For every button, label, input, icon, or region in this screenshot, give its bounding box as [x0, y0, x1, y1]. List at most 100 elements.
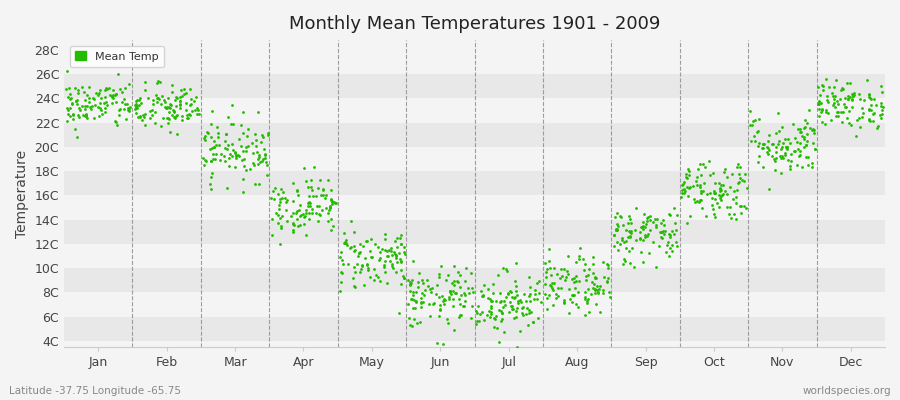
Point [312, 211, 327, 217]
Point [487, 324, 501, 330]
Point [770, 144, 784, 150]
Point [571, 304, 585, 310]
Point [569, 301, 583, 307]
Point [106, 86, 121, 93]
Point [580, 272, 595, 278]
Point [118, 84, 132, 91]
Point [791, 126, 806, 132]
Point [320, 210, 335, 216]
Point [172, 98, 186, 104]
Point [260, 162, 274, 168]
Point [112, 106, 126, 113]
Point [526, 319, 540, 326]
Point [798, 116, 813, 123]
Point [325, 200, 339, 207]
Point [130, 110, 144, 116]
Point [316, 186, 330, 192]
Point [802, 107, 816, 113]
Point [716, 191, 730, 197]
Point [562, 286, 576, 292]
Point [65, 101, 79, 108]
Point [621, 234, 635, 241]
Point [70, 133, 85, 140]
Point [292, 207, 306, 214]
Point [829, 113, 843, 120]
Point [538, 269, 553, 276]
Point [861, 106, 876, 113]
Point [667, 231, 681, 238]
Point [715, 191, 729, 198]
Point [381, 252, 395, 259]
Point [720, 173, 734, 180]
Point [820, 93, 834, 99]
Point [60, 118, 75, 125]
Point [708, 189, 723, 196]
Point [286, 220, 301, 227]
Point [344, 218, 358, 224]
Point [491, 272, 506, 278]
Point [572, 277, 587, 284]
Point [91, 104, 105, 110]
Point [480, 312, 494, 318]
Point [168, 113, 183, 120]
Point [508, 278, 523, 284]
Point [496, 265, 510, 271]
Point [545, 286, 560, 293]
Point [237, 130, 251, 136]
Point [538, 291, 553, 297]
Point [806, 140, 820, 146]
Point [784, 158, 798, 164]
Point [412, 270, 427, 276]
Point [348, 269, 363, 275]
Point [172, 102, 186, 108]
Point [760, 144, 775, 151]
Point [833, 109, 848, 116]
Point [451, 279, 465, 285]
Point [432, 294, 446, 300]
Point [440, 316, 454, 322]
Point [197, 162, 211, 168]
Point [516, 312, 530, 319]
Point [800, 120, 814, 126]
Point [198, 133, 212, 139]
Point [862, 90, 877, 97]
Point [718, 166, 733, 172]
Point [521, 322, 535, 328]
Point [377, 247, 392, 253]
Point [736, 203, 751, 210]
Point [641, 214, 655, 220]
Point [668, 220, 682, 226]
Point [170, 130, 184, 137]
Point [168, 94, 183, 101]
Point [179, 89, 194, 96]
Point [874, 83, 888, 90]
Point [386, 265, 400, 272]
Point [551, 284, 565, 291]
Point [291, 222, 305, 229]
Point [874, 100, 888, 106]
Point [529, 280, 544, 286]
Point [206, 151, 220, 158]
Point [692, 184, 706, 190]
Point [869, 102, 884, 108]
Point [375, 246, 390, 252]
Point [145, 107, 159, 113]
Point [766, 141, 780, 147]
Point [622, 248, 636, 254]
Point [247, 162, 261, 168]
Point [812, 101, 826, 107]
Point [734, 210, 748, 216]
Point [807, 146, 822, 152]
Point [773, 153, 788, 159]
Point [706, 170, 720, 176]
Point [515, 310, 529, 316]
Point [188, 107, 202, 113]
Text: worldspecies.org: worldspecies.org [803, 386, 891, 396]
Point [836, 86, 850, 93]
Point [373, 255, 387, 262]
Point [234, 122, 248, 128]
Point [273, 240, 287, 247]
Point [713, 185, 727, 191]
Point [293, 202, 308, 208]
Point [815, 87, 830, 93]
